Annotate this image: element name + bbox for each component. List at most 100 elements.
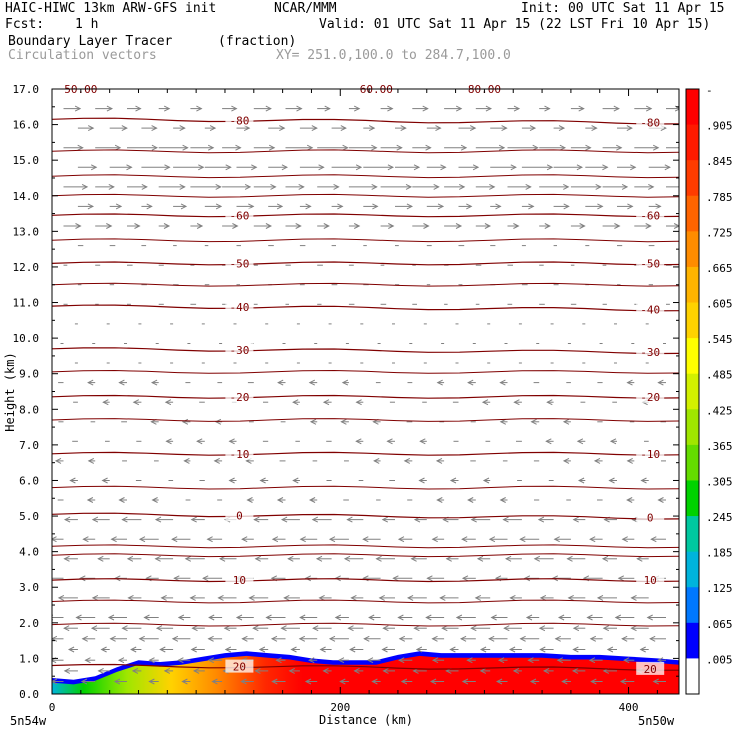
contour-line	[52, 418, 679, 422]
vector-arrowhead	[184, 555, 192, 562]
vector-arrowhead	[544, 223, 551, 229]
vector-arrowhead	[649, 635, 656, 642]
model-title: HAIC-HIWC 13km ARW-GFS init	[5, 1, 217, 16]
vector-arrowhead	[207, 635, 214, 642]
contour-label: 20	[233, 661, 246, 674]
vector-arrowhead	[529, 125, 537, 132]
vector-arrowhead	[299, 614, 306, 621]
y-tick-label: 3.0	[19, 581, 39, 594]
vector-arrowhead	[183, 457, 190, 464]
vector-arrowhead	[513, 223, 520, 229]
vector-arrowhead	[254, 667, 261, 674]
vector-arrowhead	[323, 223, 330, 229]
vector-arrowhead	[572, 646, 579, 653]
y-tick-label: 12.0	[13, 261, 40, 274]
vector-arrowhead	[180, 203, 188, 210]
vector-arrowhead	[241, 635, 248, 642]
vector-arrowhead	[182, 144, 189, 151]
vector-arrowhead	[292, 477, 299, 484]
vector-arrowhead	[589, 635, 597, 642]
vector-arrowhead	[52, 635, 58, 642]
vector-arrowhead	[312, 625, 319, 632]
vector-arrowhead	[363, 635, 370, 642]
colorbar-swatch	[686, 338, 699, 375]
colorbar-swatch	[686, 266, 699, 304]
vector-arrowhead	[504, 555, 512, 562]
vector-arrowhead	[386, 438, 393, 445]
contour-label: -60	[640, 209, 660, 222]
vector-arrowhead	[308, 657, 315, 664]
vector-arrowhead	[299, 536, 306, 543]
vector-arrowhead	[657, 497, 664, 503]
vector-arrowhead	[626, 457, 633, 464]
vector-arrowhead	[368, 125, 376, 132]
vector-arrowhead	[576, 164, 584, 171]
contour-label: -50	[229, 257, 249, 270]
contour-line	[52, 238, 679, 243]
vector-arrowhead	[165, 438, 172, 445]
tracer-core	[52, 655, 679, 694]
vector-arrowhead	[131, 667, 139, 674]
y-tick-label: 9.0	[19, 368, 39, 381]
vector-arrowhead	[572, 625, 580, 632]
vector-arrowhead	[433, 183, 440, 190]
vector-arrowhead	[179, 183, 186, 190]
vector-arrowhead	[619, 678, 627, 685]
vector-arrowhead	[426, 575, 433, 582]
y-axis-label: Height (km)	[3, 352, 17, 431]
vector-arrowhead	[392, 575, 399, 582]
contour-line	[52, 544, 679, 549]
vector-arrowhead	[211, 678, 218, 685]
contour-label-bg	[636, 115, 665, 129]
vector-arrowhead	[248, 594, 255, 601]
vector-arrowhead	[265, 223, 273, 229]
vector-arrowhead	[484, 223, 492, 229]
vector-arrowhead	[476, 555, 484, 562]
vector-arrowhead	[406, 203, 414, 210]
vector-arrowhead	[530, 418, 537, 425]
vector-arrowhead	[280, 625, 287, 632]
x-axis: 0 200 400	[49, 89, 658, 714]
colorbar-label: .425	[706, 404, 733, 417]
vector-arrowhead	[645, 223, 652, 229]
colorbar-label: .605	[706, 298, 733, 311]
vector-arrowhead	[423, 223, 430, 229]
colorbar-swatch	[686, 622, 699, 659]
vector-arrowhead	[228, 477, 235, 484]
x-axis-label: Distance (km)	[319, 713, 413, 727]
vector-arrowhead	[163, 667, 171, 674]
vector-arrowhead	[309, 418, 317, 425]
vector-arrowhead	[353, 105, 361, 112]
vector-arrowhead	[614, 223, 621, 229]
vector-arrowhead	[322, 399, 330, 406]
vector-arrowhead	[177, 614, 185, 621]
vector-arrowhead	[371, 678, 378, 685]
vector-arrowhead	[63, 555, 70, 562]
vector-arrowhead	[627, 203, 634, 210]
vector-arrowhead	[179, 125, 186, 132]
vector-arrowhead	[371, 144, 378, 151]
vector-arrowhead	[413, 625, 420, 632]
contour-label: 10	[644, 574, 657, 587]
vector-arrowhead	[121, 125, 128, 132]
vector-arrowhead	[373, 457, 380, 464]
vector-arrowhead	[218, 555, 226, 562]
vector-arrowhead	[655, 203, 662, 210]
isotherm-line	[52, 213, 679, 218]
contour-label: -40	[640, 304, 660, 317]
contour-line	[52, 599, 679, 604]
vector-arrowhead	[253, 516, 260, 523]
vector-arrowhead	[87, 125, 95, 132]
contour-label-bg	[225, 446, 254, 460]
vector-arrowhead	[382, 625, 389, 632]
contour-label: -40	[229, 301, 249, 314]
fcst-value: 1 h	[75, 17, 99, 32]
vector-arrowhead	[271, 678, 278, 685]
y-tick-label: 14.0	[13, 190, 40, 203]
vector-arrowhead	[586, 614, 593, 621]
vector-arrowhead	[173, 575, 180, 582]
vector-arrowhead	[45, 576, 50, 581]
vector-arrowhead	[97, 555, 104, 562]
vector-arrowhead	[154, 555, 161, 562]
vector-arrowhead	[328, 536, 336, 543]
